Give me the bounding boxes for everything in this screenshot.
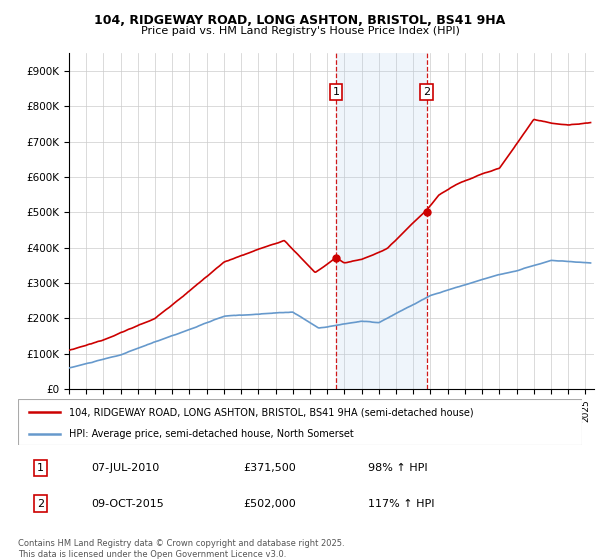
Text: 07-JUL-2010: 07-JUL-2010 xyxy=(91,463,160,473)
Text: 117% ↑ HPI: 117% ↑ HPI xyxy=(368,498,434,508)
Text: 104, RIDGEWAY ROAD, LONG ASHTON, BRISTOL, BS41 9HA: 104, RIDGEWAY ROAD, LONG ASHTON, BRISTOL… xyxy=(94,14,506,27)
Text: 104, RIDGEWAY ROAD, LONG ASHTON, BRISTOL, BS41 9HA (semi-detached house): 104, RIDGEWAY ROAD, LONG ASHTON, BRISTOL… xyxy=(69,407,473,417)
FancyBboxPatch shape xyxy=(18,399,582,445)
Text: £502,000: £502,000 xyxy=(244,498,296,508)
Text: 2: 2 xyxy=(37,498,44,508)
Text: Contains HM Land Registry data © Crown copyright and database right 2025.
This d: Contains HM Land Registry data © Crown c… xyxy=(18,539,344,559)
Bar xyxy=(336,53,427,389)
Text: £371,500: £371,500 xyxy=(244,463,296,473)
Text: Price paid vs. HM Land Registry's House Price Index (HPI): Price paid vs. HM Land Registry's House … xyxy=(140,26,460,36)
Text: 09-OCT-2015: 09-OCT-2015 xyxy=(91,498,164,508)
Text: HPI: Average price, semi-detached house, North Somerset: HPI: Average price, semi-detached house,… xyxy=(69,429,353,438)
Text: 1: 1 xyxy=(332,87,340,97)
Text: 2: 2 xyxy=(423,87,430,97)
Text: 98% ↑ HPI: 98% ↑ HPI xyxy=(368,463,427,473)
Text: 1: 1 xyxy=(37,463,44,473)
